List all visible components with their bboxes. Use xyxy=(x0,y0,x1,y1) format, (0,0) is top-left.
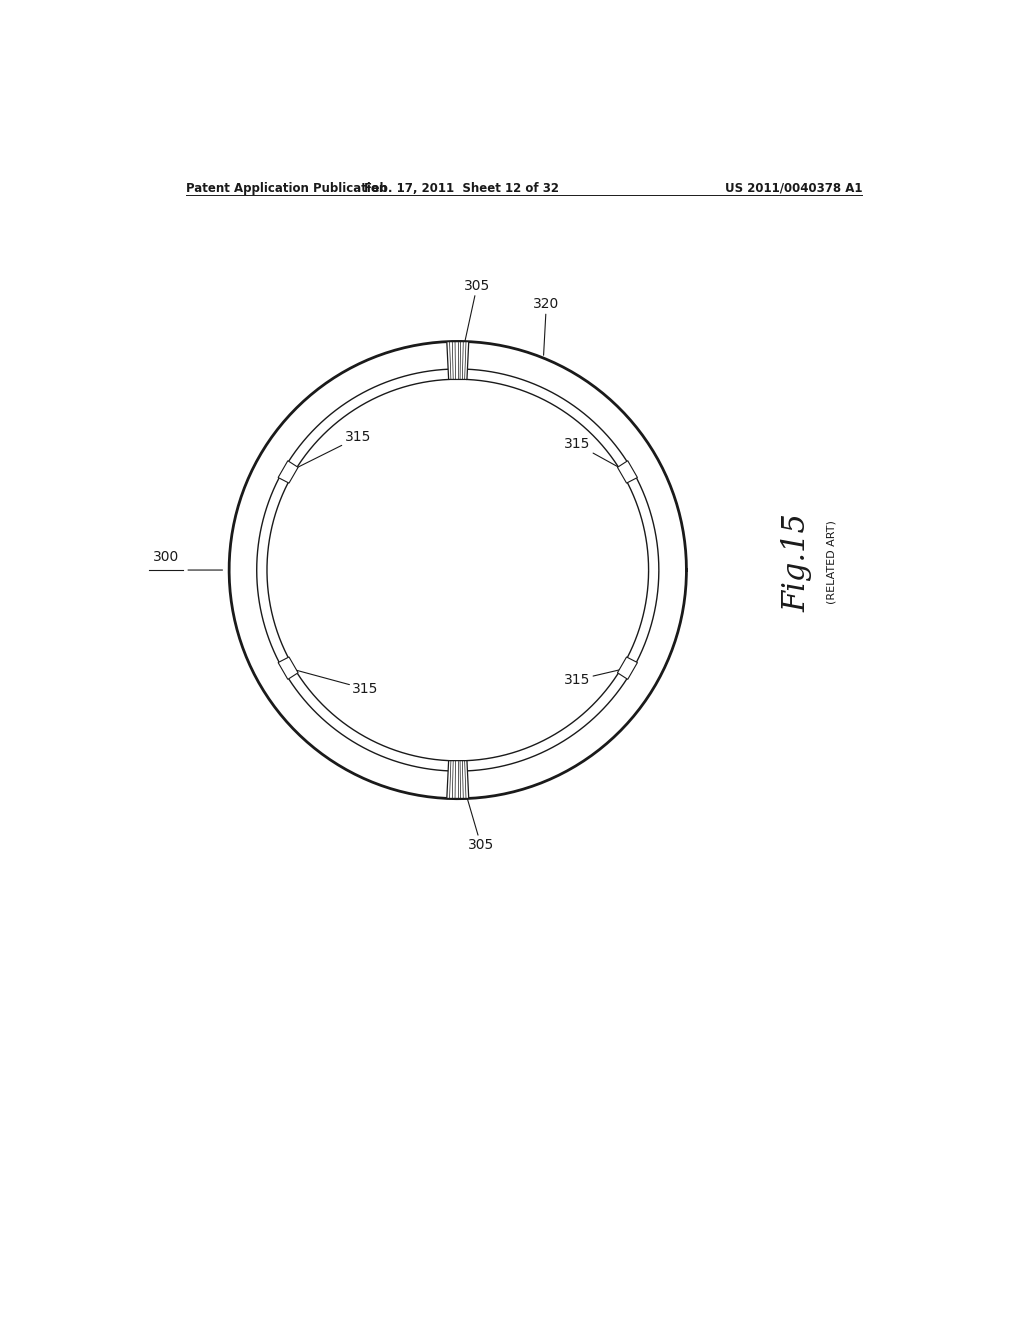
Polygon shape xyxy=(446,760,469,799)
Text: 315: 315 xyxy=(291,430,371,471)
Text: 315: 315 xyxy=(291,669,379,696)
Text: 305: 305 xyxy=(459,768,494,851)
Text: 300: 300 xyxy=(153,550,179,564)
Text: (RELATED ART): (RELATED ART) xyxy=(826,520,837,605)
Text: 320: 320 xyxy=(534,297,559,355)
Text: 315: 315 xyxy=(564,437,625,471)
Text: 315: 315 xyxy=(564,669,625,686)
Polygon shape xyxy=(279,657,298,680)
Polygon shape xyxy=(279,461,298,483)
Text: 305: 305 xyxy=(459,279,490,371)
Text: Patent Application Publication: Patent Application Publication xyxy=(186,182,387,194)
Text: Feb. 17, 2011  Sheet 12 of 32: Feb. 17, 2011 Sheet 12 of 32 xyxy=(365,182,559,194)
Text: Fig.15: Fig.15 xyxy=(781,513,812,611)
Polygon shape xyxy=(446,342,469,379)
Polygon shape xyxy=(617,657,637,680)
Polygon shape xyxy=(617,461,637,483)
Text: US 2011/0040378 A1: US 2011/0040378 A1 xyxy=(725,182,862,194)
